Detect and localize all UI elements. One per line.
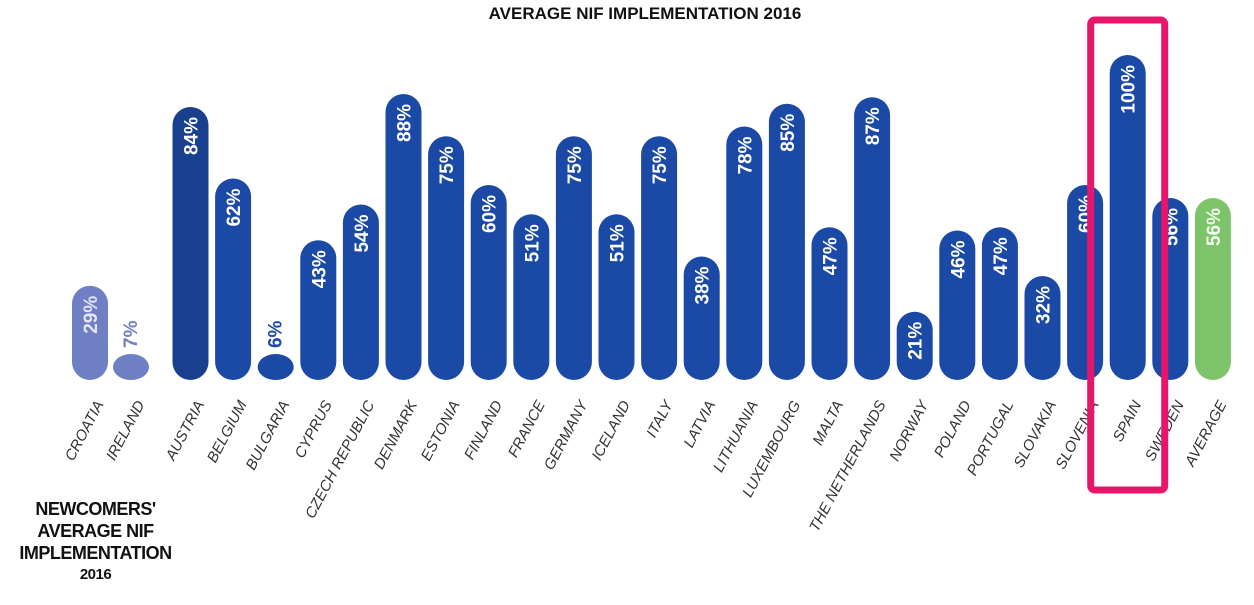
category-label-cyprus: CYPRUS: [291, 398, 335, 461]
bar-average: [1194, 198, 1231, 380]
newcomers-note-line-2: AVERAGE NIF: [37, 521, 154, 541]
newcomers-note-line-4: 2016: [79, 566, 112, 583]
bar-malta: [811, 227, 848, 380]
value-label-croatia: 29%: [81, 296, 102, 334]
value-label-france: 51%: [522, 224, 543, 262]
bar-estonia: [428, 136, 465, 380]
bar-latvia: [683, 256, 720, 380]
category-label-poland: POLAND: [931, 398, 975, 461]
category-label-estonia: ESTONIA: [418, 398, 464, 464]
value-label-bulgaria: 6%: [266, 320, 287, 348]
value-label-norway: 21%: [906, 322, 927, 360]
bar-finland: [470, 185, 507, 380]
category-label-finland: FINLAND: [461, 398, 506, 463]
category-label-austria: AUSTRIA: [162, 398, 208, 464]
value-label-portugal: 47%: [991, 237, 1012, 275]
value-label-the-netherlands: 87%: [863, 107, 884, 145]
value-labels-layer: 29% 7% 84% 62% 6% 43% 54% 88% 75% 60% 51% 75% 51% 75%…: [81, 65, 1225, 360]
category-label-slovakia: SLOVAKIA: [1011, 398, 1060, 471]
category-label-iceland: ICELAND: [588, 398, 634, 464]
category-label-the-netherlands: THE NETHERLANDS: [806, 398, 889, 535]
bar-ireland: [113, 354, 149, 380]
category-label-france: FRANCE: [505, 397, 549, 460]
bar-france: [513, 214, 550, 380]
value-label-italy: 75%: [650, 146, 671, 184]
newcomers-note-line-1: NEWCOMERS': [35, 499, 156, 519]
bar-slovakia: [1024, 276, 1061, 380]
value-label-germany: 75%: [565, 146, 586, 184]
bar-germany: [555, 136, 592, 380]
category-label-germany: GERMANY: [541, 397, 592, 473]
value-label-finland: 60%: [480, 195, 501, 233]
bar-czech-republic: [342, 204, 379, 380]
bar-norway: [896, 311, 933, 380]
category-label-average: AVERAGE: [1181, 397, 1231, 470]
value-label-luxembourg: 85%: [778, 114, 799, 152]
value-label-estonia: 75%: [437, 146, 458, 184]
bar-belgium: [215, 178, 252, 380]
bar-cyprus: [300, 240, 337, 380]
category-label-ireland: IRELAND: [103, 398, 149, 464]
category-label-slovenia: SLOVENIA: [1052, 398, 1102, 472]
newcomers-note-line-3: IMPLEMENTATION: [19, 543, 172, 563]
value-label-ireland: 7%: [121, 320, 142, 348]
category-label-croatia: CROATIA: [62, 398, 108, 464]
category-label-norway: NORWAY: [886, 397, 932, 464]
category-label-belgium: BELGIUM: [204, 397, 251, 465]
bar-croatia: [72, 285, 108, 380]
value-label-latvia: 38%: [693, 266, 714, 304]
value-label-denmark: 88%: [395, 104, 416, 142]
bar-denmark: [385, 94, 422, 380]
bar-luxembourg: [768, 103, 805, 380]
value-label-cyprus: 43%: [309, 250, 330, 288]
value-label-lithuania: 78%: [735, 136, 756, 174]
value-label-malta: 47%: [821, 237, 842, 275]
value-label-average: 56%: [1204, 208, 1225, 246]
category-label-italy: ITALY: [643, 397, 677, 440]
category-label-latvia: LATVIA: [680, 398, 719, 451]
value-label-slovakia: 32%: [1034, 286, 1055, 324]
chart-title: AVERAGE NIF IMPLEMENTATION 2016: [489, 4, 802, 23]
bar-the-netherlands: [854, 97, 891, 380]
value-label-spain: 100%: [1119, 65, 1140, 114]
value-label-czech-republic: 54%: [352, 214, 373, 252]
bar-italy: [641, 136, 678, 380]
bar-lithuania: [726, 126, 763, 380]
bar-bulgaria: [257, 354, 294, 380]
value-label-austria: 84%: [182, 117, 203, 155]
category-label-spain: SPAIN: [1110, 398, 1146, 445]
category-label-denmark: DENMARK: [371, 397, 422, 472]
spain-highlight-box: [1087, 16, 1169, 494]
category-label-malta: MALTA: [810, 398, 847, 448]
category-label-bulgaria: BULGARIA: [243, 398, 294, 473]
bar-iceland: [598, 214, 635, 380]
bars-layer: [72, 55, 1231, 380]
bar-spain: [1109, 55, 1146, 380]
bar-poland: [939, 230, 976, 380]
value-label-belgium: 62%: [224, 188, 245, 226]
value-label-iceland: 51%: [608, 224, 629, 262]
value-label-poland: 46%: [948, 240, 969, 278]
newcomers-note: NEWCOMERS' AVERAGE NIF IMPLEMENTATION 20…: [8, 498, 183, 586]
bar-austria: [172, 107, 209, 380]
bar-portugal: [981, 227, 1018, 380]
